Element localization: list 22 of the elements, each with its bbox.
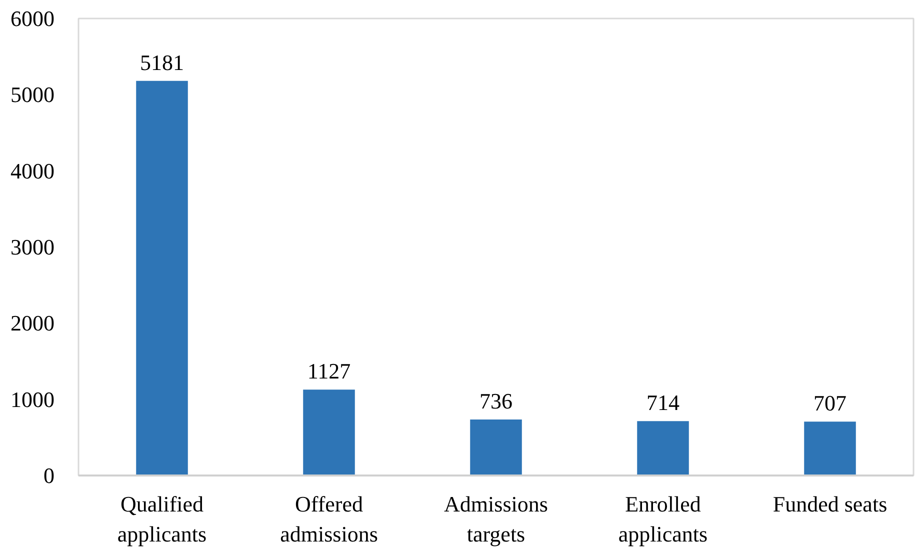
bar: [804, 422, 856, 476]
data-label: 5181: [140, 50, 184, 75]
y-tick-label: 4000: [10, 158, 54, 184]
y-tick-label: 2000: [10, 310, 54, 336]
bar: [303, 390, 355, 476]
bar: [637, 421, 689, 476]
y-tick-label: 6000: [10, 6, 54, 31]
x-tick-label: Funded seats: [772, 492, 888, 516]
bar: [136, 80, 188, 476]
data-label: 1127: [307, 358, 351, 384]
x-tick-label: Enrolled applicants: [618, 492, 708, 546]
data-label: 714: [646, 390, 680, 416]
y-tick-label: 5000: [10, 82, 54, 108]
x-tick-label: Offered admissions: [280, 492, 378, 546]
y-tick-label: 1000: [10, 386, 54, 412]
x-tick-label: Admissions targets: [444, 492, 548, 546]
data-label: 707: [814, 390, 846, 416]
data-label: 736: [480, 388, 512, 414]
bar: [470, 419, 522, 476]
x-tick-label: Qualified applicants: [117, 492, 207, 546]
y-tick-label: 3000: [10, 234, 54, 260]
y-tick-label: 0: [44, 463, 54, 488]
